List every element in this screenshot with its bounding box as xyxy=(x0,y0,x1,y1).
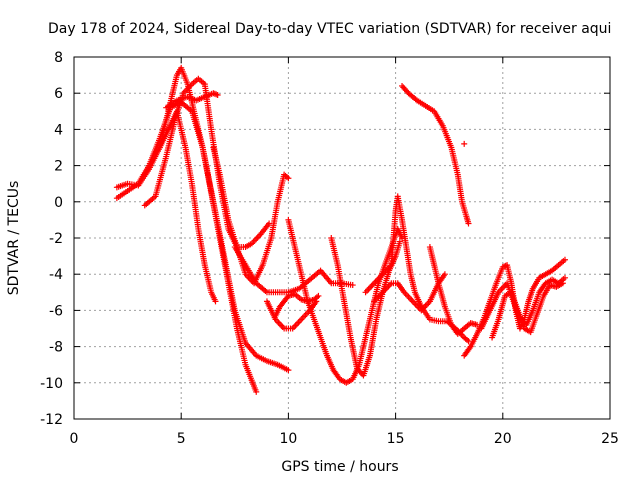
x-tick-label: 25 xyxy=(601,431,619,447)
y-tick-label: -6 xyxy=(49,303,63,319)
x-tick-label: 0 xyxy=(70,431,79,447)
grid xyxy=(74,57,610,419)
data-point-marker xyxy=(561,274,568,281)
y-tick-label: 2 xyxy=(54,159,63,175)
y-tick-label: 0 xyxy=(54,195,63,211)
y-tick-label: 8 xyxy=(54,50,63,66)
y-tick-label: -2 xyxy=(49,231,63,247)
y-tick-label: 4 xyxy=(54,122,63,138)
data-point-marker xyxy=(399,235,406,241)
y-tick-label: -4 xyxy=(49,267,63,283)
y-axis-title: SDTVAR / TECUs xyxy=(6,181,22,296)
data-point-marker xyxy=(214,92,221,99)
x-axis-ticks: 0 5 10 15 20 25 xyxy=(70,57,619,447)
data-point-marker xyxy=(465,220,472,227)
y-tick-label: -12 xyxy=(40,412,63,428)
data-point-marker xyxy=(315,292,322,299)
data-point-marker xyxy=(285,175,292,182)
y-tick-label: -8 xyxy=(49,340,63,356)
data-point-marker xyxy=(561,256,568,263)
data-point-marker xyxy=(285,367,292,374)
data-point-marker xyxy=(396,238,403,245)
data-point-marker xyxy=(313,298,320,305)
data-point-marker xyxy=(559,280,566,287)
data-point-marker xyxy=(441,271,448,278)
chart-title: Day 178 of 2024, Sidereal Day-to-day VTE… xyxy=(48,21,611,37)
x-tick-label: 20 xyxy=(494,431,512,447)
data-point-marker xyxy=(349,282,356,289)
x-axis-title: GPS time / hours xyxy=(281,459,398,475)
data-point-marker xyxy=(213,91,220,98)
x-tick-label: 10 xyxy=(279,431,297,447)
data-point-marker xyxy=(211,90,218,97)
y-tick-label: 6 xyxy=(54,86,63,102)
y-axis-ticks: -12 -10 -8 -6 -4 -2 0 2 4 6 8 xyxy=(40,50,610,428)
data-point-marker xyxy=(212,298,219,305)
y-tick-label: -10 xyxy=(40,376,63,392)
data-markers xyxy=(113,64,568,395)
x-tick-label: 5 xyxy=(177,431,186,447)
data-point-marker xyxy=(461,140,468,147)
x-tick-label: 15 xyxy=(387,431,405,447)
data-point-marker xyxy=(253,388,260,395)
